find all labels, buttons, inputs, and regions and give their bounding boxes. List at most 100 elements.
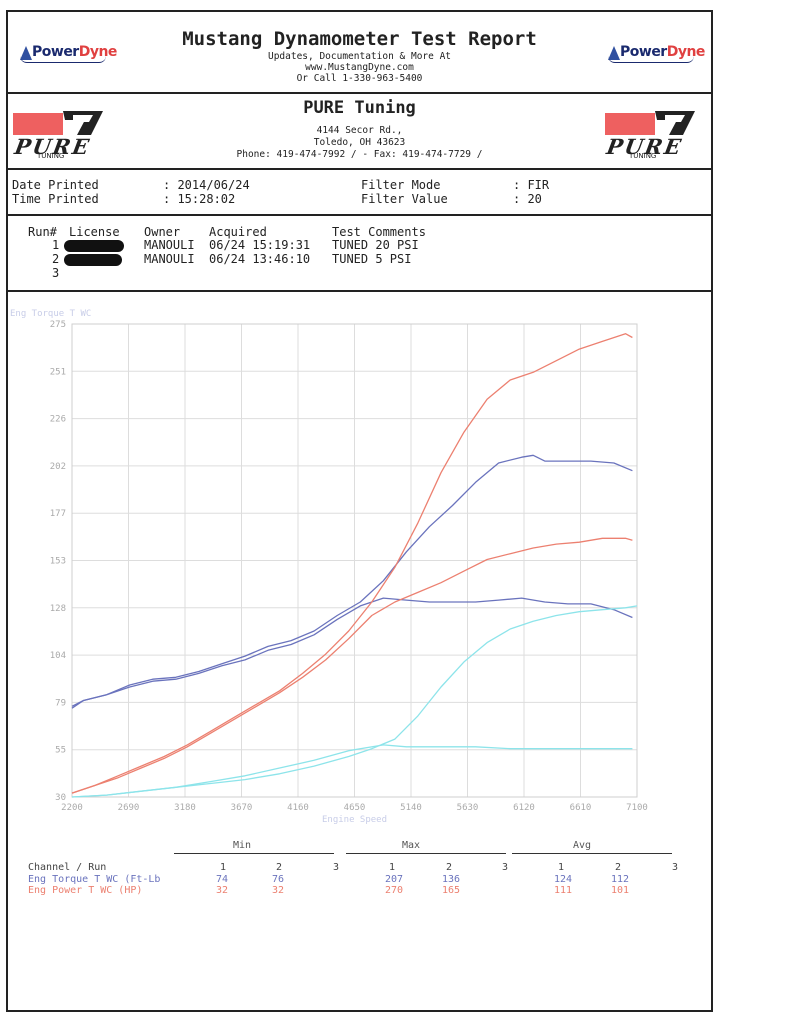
pure-mark-icon: [655, 111, 695, 135]
redacted-license: [64, 254, 122, 266]
stats-value: 136: [442, 874, 461, 885]
pure-tuning-logo-right: PURE TUNING: [605, 110, 699, 160]
x-tick-label: 6610: [570, 803, 592, 813]
time-printed-value: : 15:28:02: [163, 192, 236, 206]
pure-tuning-logo-left: PURE TUNING: [13, 110, 107, 160]
stats-value: 112: [611, 874, 630, 885]
stats-group-max: Max: [402, 840, 421, 851]
run-number: 1: [52, 238, 60, 252]
runs-header-comments: Test Comments: [332, 225, 426, 239]
stats-group-avg: Avg: [573, 840, 592, 851]
redacted-license: [64, 240, 124, 252]
run-owner: MANOULI: [144, 238, 195, 252]
x-tick-label: 7100: [626, 803, 648, 813]
y-tick-label: 79: [55, 698, 66, 708]
powerdyne-logo-left: PowerDyne: [20, 44, 117, 63]
y-tick-label: 202: [50, 462, 66, 472]
stats-value: 32: [272, 885, 285, 896]
stats-header-channel: Channel / Run: [28, 862, 107, 873]
swoosh-icon: [20, 56, 106, 63]
swoosh-icon: [608, 56, 694, 63]
stats-row-label: Eng Torque T WC (Ft-Lb: [28, 874, 161, 885]
y-axis-label: Eng Torque T WC: [10, 309, 91, 319]
stats-value: 111: [554, 885, 573, 896]
shop-name: PURE Tuning: [303, 98, 416, 118]
run-number: 3: [52, 266, 60, 280]
group-divider: [174, 853, 334, 854]
date-printed-value: : 2014/06/24: [163, 178, 250, 192]
stats-header-run: 3: [672, 862, 679, 873]
pure-mark-icon: [63, 111, 103, 135]
header-line-1: Updates, Documentation & More At: [267, 51, 452, 62]
series-line-power_run1: [71, 333, 633, 794]
stats-group-min: Min: [233, 840, 252, 851]
run-acquired: 06/24 13:46:10: [209, 252, 311, 266]
report-title: Mustang Dynamometer Test Report: [182, 28, 537, 50]
stats-header-run: 3: [502, 862, 509, 873]
plot-frame: [71, 323, 638, 798]
run-comments: TUNED 20 PSI: [332, 238, 419, 252]
series-line-boost_run2: [71, 744, 633, 798]
x-tick-label: 3670: [231, 803, 253, 813]
stats-value: 32: [216, 885, 229, 896]
report-page: PowerDyne Mustang Dynamometer Test Repor…: [6, 10, 713, 1012]
report-header: PowerDyne Mustang Dynamometer Test Repor…: [8, 12, 711, 94]
series-line-torque_run2: [71, 597, 633, 707]
filter-value-value: : 20: [513, 192, 542, 206]
stats-row-label: Eng Power T WC (HP): [28, 885, 143, 896]
runs-header-license: License: [69, 225, 120, 239]
y-tick-label: 226: [50, 415, 66, 425]
print-info: Date Printed : 2014/06/24 Time Printed :…: [8, 170, 711, 216]
series-line-torque_run1: [71, 454, 633, 709]
runs-table: Run# License Owner Acquired Test Comment…: [8, 216, 711, 292]
x-tick-label: 4160: [287, 803, 309, 813]
stats-header-run: 3: [333, 862, 340, 873]
x-tick-label: 2690: [118, 803, 140, 813]
x-tick-label: 5630: [457, 803, 479, 813]
shop-address-1: 4144 Secor Rd.,: [316, 125, 403, 136]
x-axis-label: Engine Speed: [322, 815, 387, 824]
powerdyne-logo-right: PowerDyne: [608, 44, 705, 63]
y-tick-label: 30: [55, 793, 66, 803]
stats-value: 74: [216, 874, 229, 885]
stats-header-run: 1: [220, 862, 227, 873]
y-tick-label: 128: [50, 604, 66, 614]
date-printed-label: Date Printed: [12, 178, 99, 192]
filter-mode-value: : FIR: [513, 178, 550, 192]
stats-value: 270: [385, 885, 404, 896]
x-tick-label: 2200: [61, 803, 83, 813]
run-number: 2: [52, 252, 60, 266]
dyno-chart: Eng Torque T WC 2200 2690 3180 3670 4160 4650 5…: [8, 294, 711, 824]
stats-value: 124: [554, 874, 573, 885]
stats-value: 76: [272, 874, 285, 885]
shop-address-2: Toledo, OH 43623: [313, 137, 406, 148]
y-tick-label: 275: [50, 320, 66, 330]
stats-value: 207: [385, 874, 404, 885]
run-owner: MANOULI: [144, 252, 195, 266]
stats-header-run: 1: [389, 862, 396, 873]
stats-value: 165: [442, 885, 461, 896]
runs-header-owner: Owner: [144, 225, 181, 239]
stats-header-run: 2: [276, 862, 283, 873]
y-tick-label: 104: [50, 651, 66, 661]
y-tick-label: 251: [50, 367, 66, 377]
runs-header-run: Run#: [28, 225, 57, 239]
x-tick-label: 5140: [400, 803, 422, 813]
run-acquired: 06/24 15:19:31: [209, 238, 311, 252]
stats-header-run: 2: [446, 862, 453, 873]
stats-value: 101: [611, 885, 630, 896]
filter-mode-label: Filter Mode: [361, 178, 441, 192]
dyno-chart-svg: Eng Torque T WC 2200 2690 3180 3670 4160 4650 5…: [10, 309, 648, 824]
x-tick-label: 3180: [174, 803, 196, 813]
header-line-3: Or Call 1-330-963-5400: [296, 73, 423, 84]
shop-phone: Phone: 419-474-7992 / - Fax: 419-474-772…: [236, 149, 483, 160]
run-comments: TUNED 5 PSI: [332, 252, 412, 266]
header-line-2: www.MustangDyne.com: [305, 62, 414, 73]
x-tick-label: 6120: [513, 803, 535, 813]
series-line-boost_run1: [71, 605, 638, 798]
time-printed-label: Time Printed: [12, 192, 99, 206]
y-tick-label: 55: [55, 746, 66, 756]
filter-value-label: Filter Value: [361, 192, 448, 206]
x-tick-label: 4650: [344, 803, 366, 813]
y-tick-label: 153: [50, 557, 66, 567]
